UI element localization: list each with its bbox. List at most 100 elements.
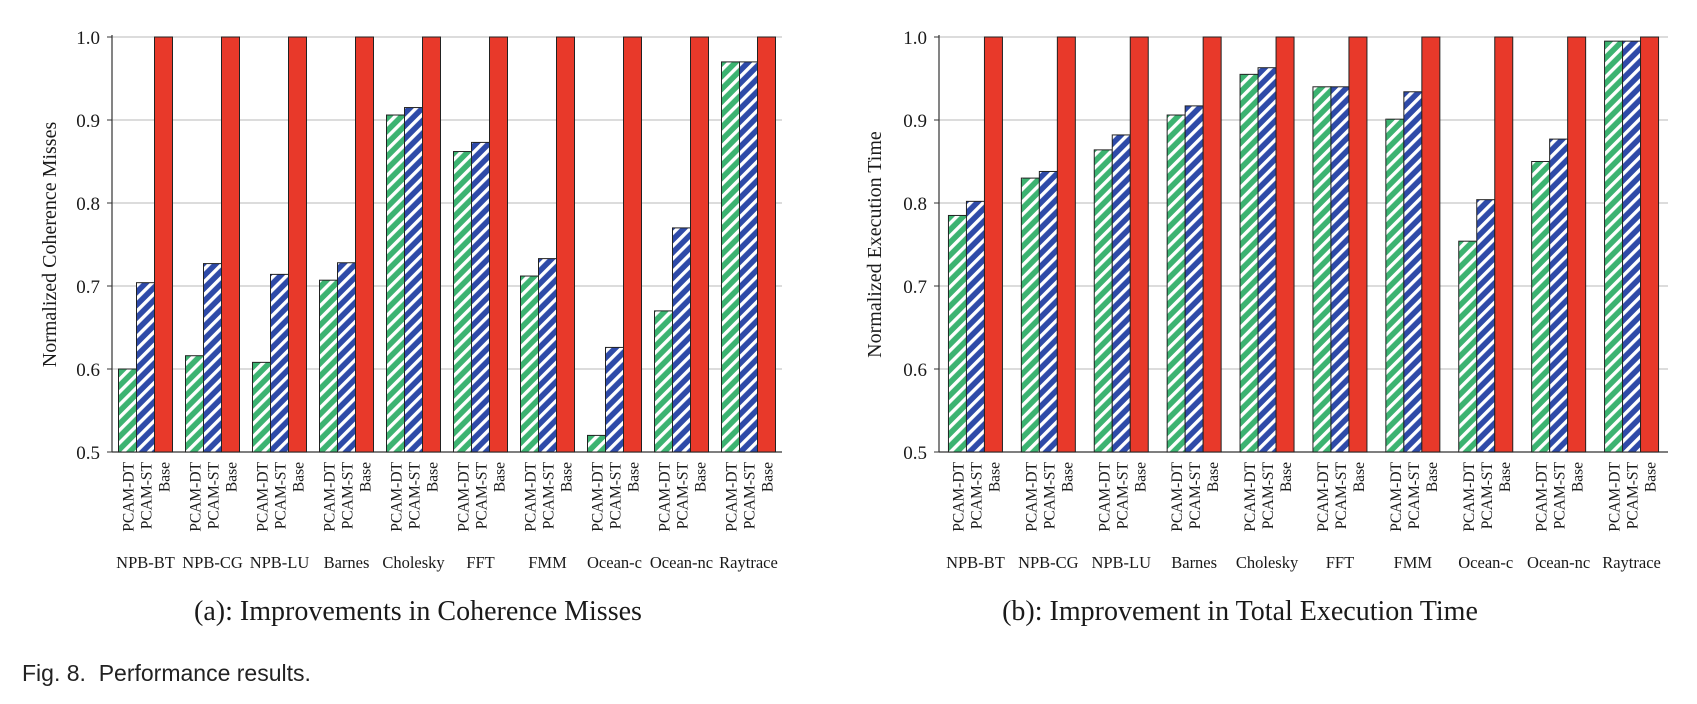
bar-series-label: PCAM-ST bbox=[742, 461, 759, 529]
bar-series-label: Base bbox=[291, 462, 308, 492]
bar-pcam-dt bbox=[319, 279, 338, 453]
bar-series-label: PCAM-DT bbox=[121, 461, 138, 531]
bar-pcam-st bbox=[538, 258, 557, 453]
chart-subcaption: (b): Improvement in Total Execution Time bbox=[1002, 596, 1478, 627]
bar-pcam-st bbox=[1622, 40, 1642, 453]
bar-series-label: PCAM-ST bbox=[675, 461, 692, 529]
chart-execution-time: 0.5 0.6 0.7 0.8 0.9 1.0 Normalized Execution T… bbox=[864, 28, 1668, 627]
y-tick-label: 0.7 bbox=[76, 277, 100, 298]
figure-caption: Fig. 8. Performance results. bbox=[22, 660, 311, 687]
bar-series-label: PCAM-ST bbox=[1333, 461, 1350, 529]
bar-series-label: PCAM-ST bbox=[340, 461, 357, 529]
bar-pcam-dt bbox=[587, 434, 606, 453]
bar-pcam-dt bbox=[947, 214, 967, 453]
category-label: NPB-CG bbox=[182, 553, 243, 572]
bar-pcam-dt bbox=[1093, 149, 1113, 453]
bar-pcam-st bbox=[672, 227, 691, 453]
category-label: FMM bbox=[528, 553, 567, 572]
chart-subcaption: (a): Improvements in Coherence Misses bbox=[194, 596, 642, 627]
y-tick-label: 0.8 bbox=[76, 194, 100, 215]
bar-pcam-dt bbox=[1385, 118, 1405, 453]
bar-base bbox=[489, 36, 508, 453]
bar-series-label: PCAM-DT bbox=[1023, 461, 1040, 531]
bar-series-label: PCAM-DT bbox=[1388, 461, 1405, 531]
category-label: FFT bbox=[1326, 553, 1354, 572]
bar-pcam-st bbox=[605, 346, 624, 453]
bar-series-label: Base bbox=[1132, 462, 1149, 492]
y-tick-label: 1.0 bbox=[76, 28, 100, 49]
bar-base bbox=[690, 36, 709, 453]
bar-pcam-dt bbox=[654, 310, 673, 453]
category-label: FMM bbox=[1394, 553, 1433, 572]
bar-pcam-dt bbox=[185, 355, 204, 453]
bar-series-label: PCAM-DT bbox=[389, 461, 406, 531]
category-label: NPB-BT bbox=[116, 553, 175, 572]
category-label: Ocean-c bbox=[1458, 553, 1513, 572]
y-tick-label: 0.9 bbox=[76, 111, 100, 132]
bar-base bbox=[422, 36, 441, 453]
bar-series-label: PCAM-ST bbox=[206, 461, 223, 529]
bar-series-label: Base bbox=[559, 462, 576, 492]
bar-series-label: PCAM-ST bbox=[1625, 461, 1642, 529]
category-label: NPB-BT bbox=[946, 553, 1005, 572]
bar-base bbox=[983, 36, 1003, 453]
y-tick-label: 0.6 bbox=[76, 360, 100, 381]
bar-series-label: Base bbox=[358, 462, 375, 492]
bar-pcam-dt bbox=[1239, 73, 1259, 453]
bar-series-label: Base bbox=[1205, 462, 1222, 492]
y-tick-label: 0.7 bbox=[903, 277, 927, 298]
bar-series-label: PCAM-ST bbox=[1406, 461, 1423, 529]
bar-series-label: PCAM-ST bbox=[541, 461, 558, 529]
bar-series-label: PCAM-DT bbox=[1169, 461, 1186, 531]
bar-series-label: PCAM-ST bbox=[139, 461, 156, 529]
bar-series-label: Base bbox=[425, 462, 442, 492]
bar-series-label: Base bbox=[1278, 462, 1295, 492]
y-tick-label: 0.8 bbox=[903, 194, 927, 215]
category-label: NPB-LU bbox=[1091, 553, 1151, 572]
bar-series-label: PCAM-DT bbox=[456, 461, 473, 531]
bar-base bbox=[1348, 36, 1368, 453]
bar-pcam-st bbox=[203, 263, 222, 453]
category-label: Raytrace bbox=[1602, 553, 1661, 572]
bar-pcam-st bbox=[1038, 170, 1058, 453]
bar-series-label: PCAM-DT bbox=[590, 461, 607, 531]
bar-pcam-st bbox=[404, 107, 423, 453]
figure-caption-text: Performance results. bbox=[98, 660, 311, 686]
figure-caption-number: Fig. 8. bbox=[22, 660, 86, 686]
bar-base bbox=[757, 36, 776, 453]
bar-series-label: PCAM-ST bbox=[968, 461, 985, 529]
bar-pcam-st bbox=[471, 141, 490, 453]
bar-series-label: PCAM-ST bbox=[608, 461, 625, 529]
bar-series-label: Base bbox=[1351, 462, 1368, 492]
bar-base bbox=[623, 36, 642, 453]
bar-series-label: Base bbox=[626, 462, 643, 492]
bar-series-label: PCAM-ST bbox=[1041, 461, 1058, 529]
bar-series-label: Base bbox=[224, 462, 241, 492]
bar-base bbox=[1129, 36, 1149, 453]
category-label: Cholesky bbox=[1236, 553, 1299, 572]
category-label: Cholesky bbox=[382, 553, 445, 572]
bar-base bbox=[1275, 36, 1295, 453]
bar-series-label: Base bbox=[157, 462, 174, 492]
bar-series-label: PCAM-DT bbox=[1461, 461, 1478, 531]
bar-series-label: PCAM-ST bbox=[407, 461, 424, 529]
bar-series-label: Base bbox=[1424, 462, 1441, 492]
y-tick-label: 0.6 bbox=[903, 360, 927, 381]
bar-pcam-st bbox=[1476, 199, 1496, 453]
category-label: Raytrace bbox=[719, 553, 778, 572]
bar-base bbox=[1421, 36, 1441, 453]
bar-series-label: PCAM-ST bbox=[1187, 461, 1204, 529]
bar-pcam-dt bbox=[1166, 114, 1186, 453]
bar-pcam-dt bbox=[1458, 240, 1478, 453]
bar-base bbox=[1640, 36, 1660, 453]
bar-series-label: Base bbox=[1570, 462, 1587, 492]
bar-base bbox=[355, 36, 374, 453]
bar-pcam-dt bbox=[1604, 40, 1624, 453]
bar-base bbox=[1567, 36, 1587, 453]
bar-series-label: PCAM-DT bbox=[1242, 461, 1259, 531]
bar-series-label: PCAM-DT bbox=[1096, 461, 1113, 531]
bar-series-label: Base bbox=[492, 462, 509, 492]
bar-pcam-st bbox=[1403, 91, 1423, 453]
bar-pcam-dt bbox=[453, 151, 472, 453]
